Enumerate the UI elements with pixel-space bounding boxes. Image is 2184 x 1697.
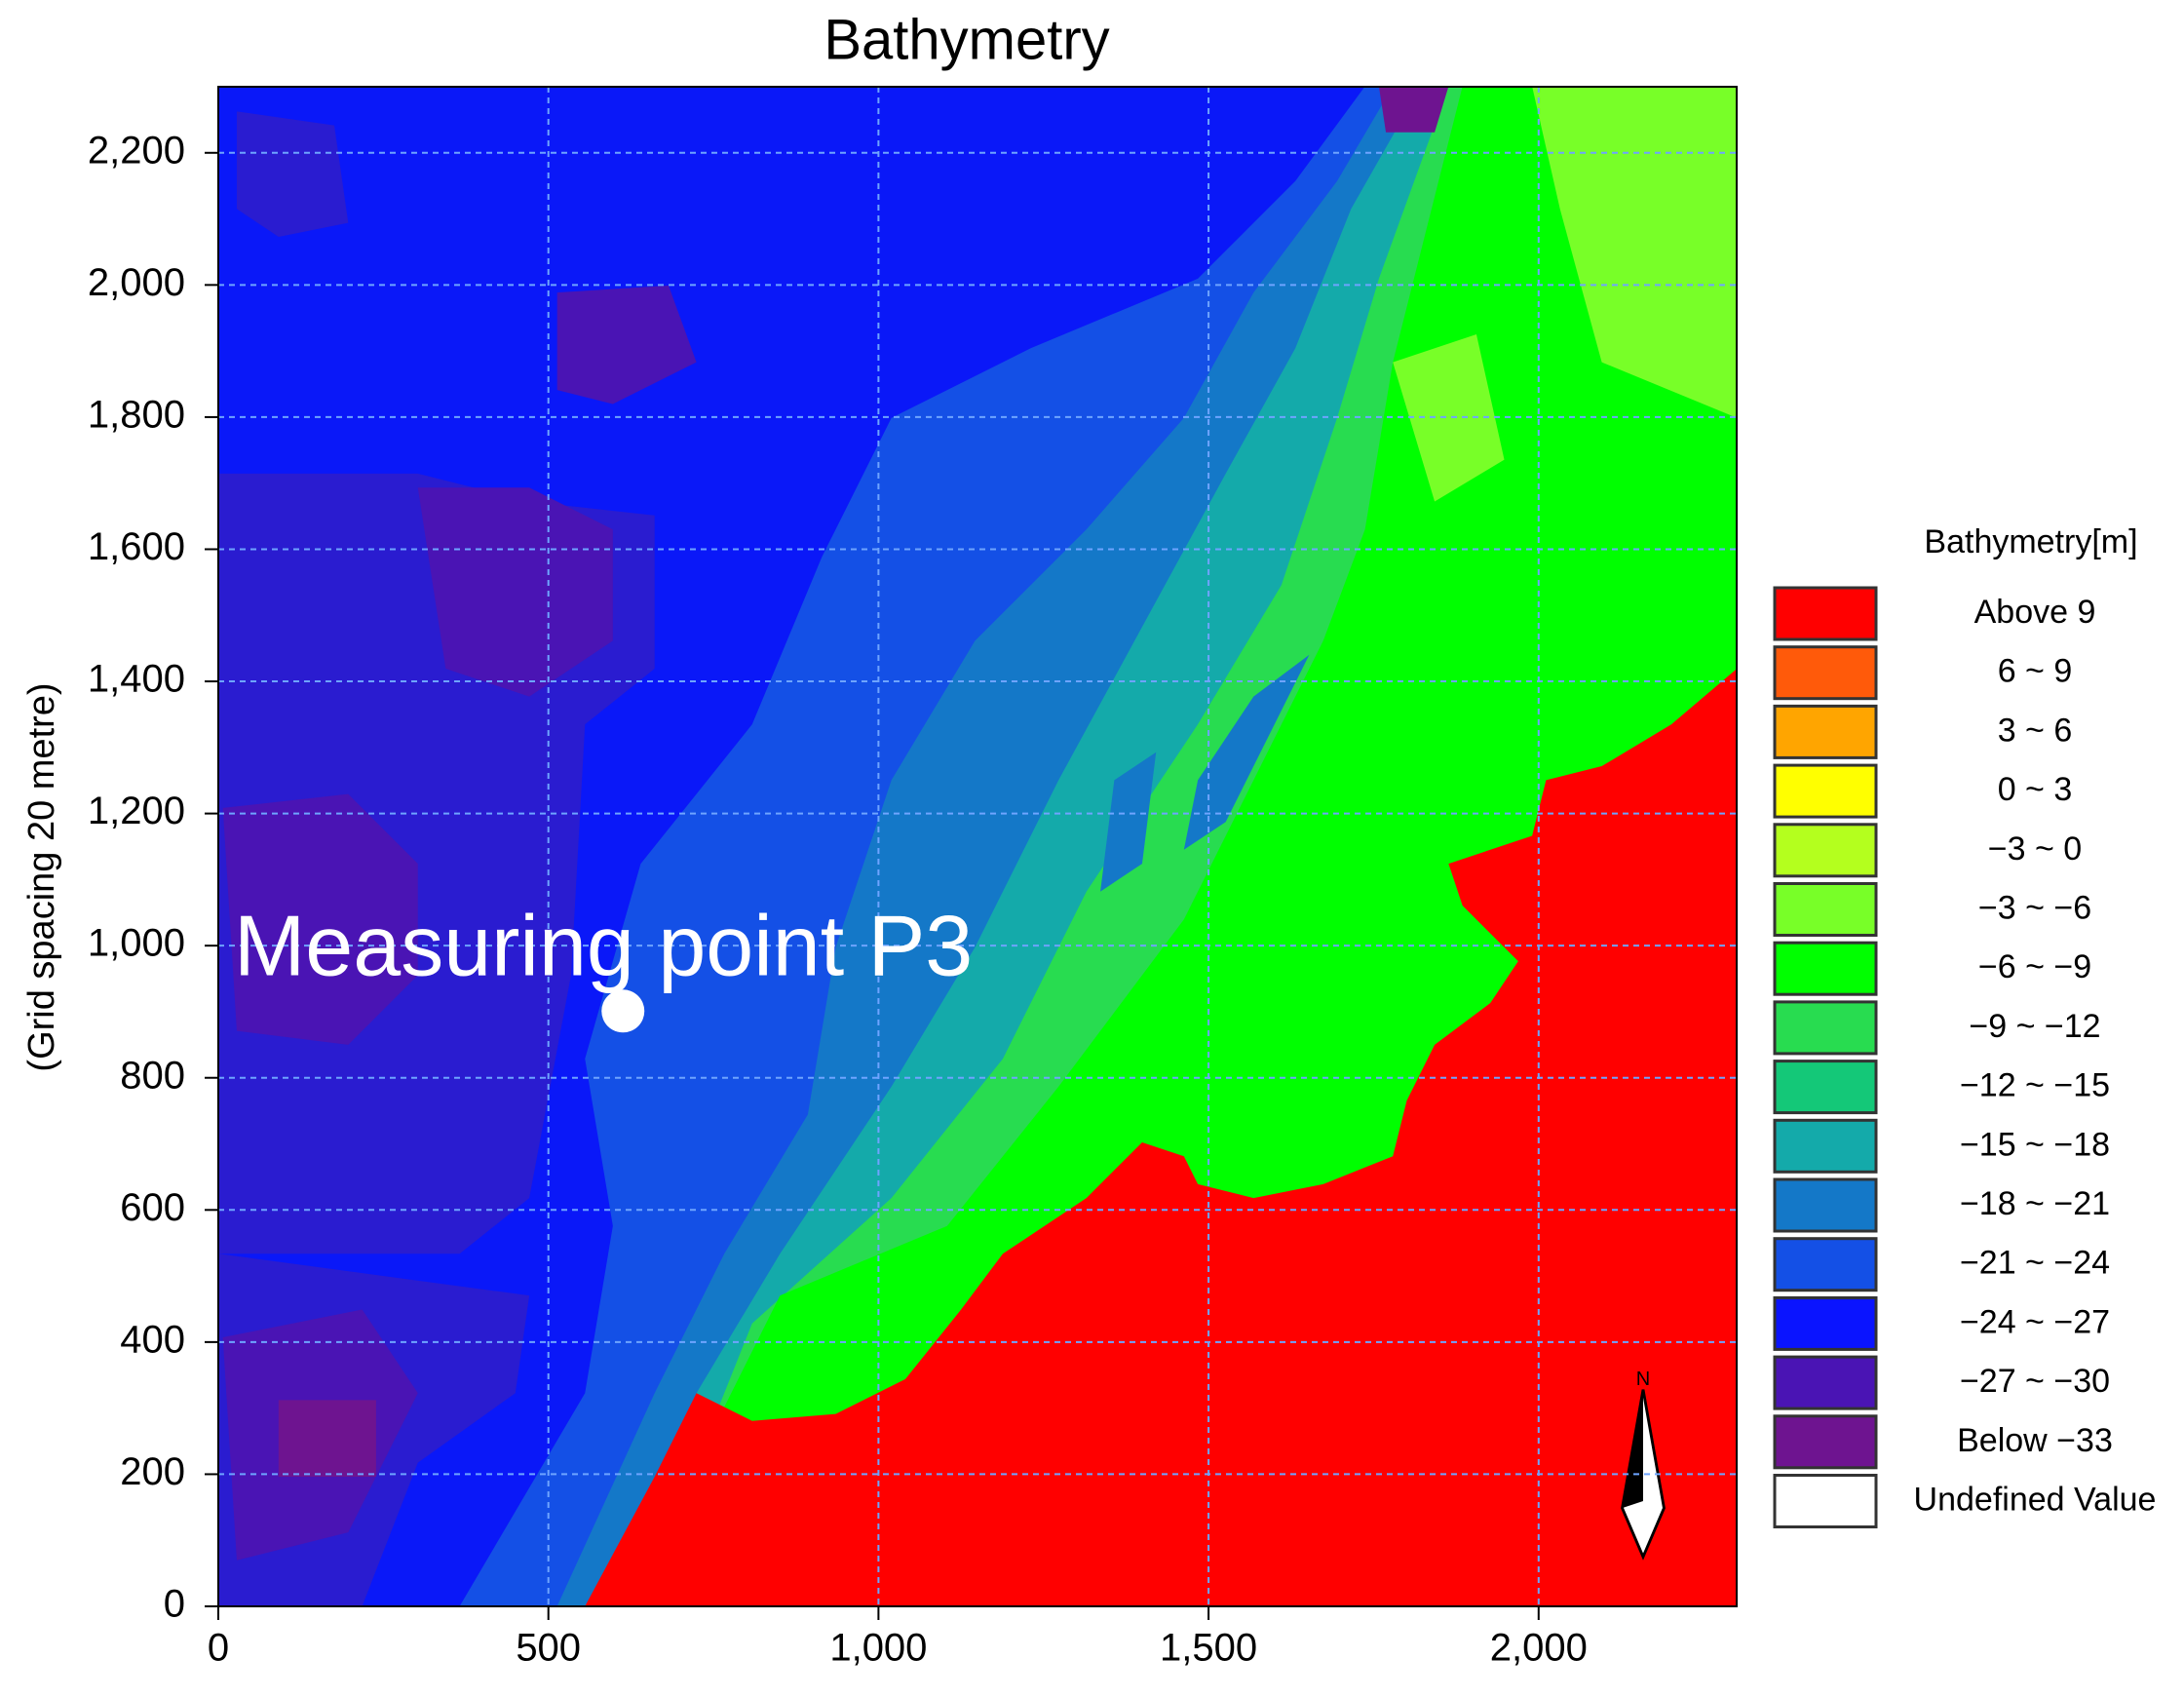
plot-frame bbox=[217, 86, 1738, 1607]
legend-swatch bbox=[1773, 882, 1878, 937]
legend-swatch bbox=[1773, 1060, 1878, 1115]
legend-swatch bbox=[1773, 1118, 1878, 1174]
legend-label: 0 ~ 3 bbox=[1998, 771, 2073, 808]
legend-title: Bathymetry[m] bbox=[1924, 523, 2137, 560]
y-tick-label: 200 bbox=[120, 1450, 185, 1493]
legend-swatch bbox=[1773, 586, 1878, 641]
legend-swatch bbox=[1773, 941, 1878, 996]
y-tick-label: 400 bbox=[120, 1318, 185, 1361]
y-axis-label: (Grid spacing 20 metre) bbox=[21, 682, 62, 1071]
legend-label: 3 ~ 6 bbox=[1998, 712, 2073, 749]
legend-label: −15 ~ −18 bbox=[1960, 1126, 2110, 1163]
y-tick-label: 800 bbox=[120, 1054, 185, 1097]
x-tick-label: 2,000 bbox=[1490, 1627, 1588, 1670]
y-tick-label: 2,200 bbox=[88, 129, 185, 172]
legend-label: 6 ~ 9 bbox=[1998, 653, 2073, 690]
legend-swatch bbox=[1773, 1000, 1878, 1056]
legend-label: −24 ~ −27 bbox=[1960, 1303, 2110, 1340]
legend-label: −3 ~ −6 bbox=[1978, 889, 2091, 926]
bathymetry-map bbox=[218, 86, 1738, 1606]
legend-label: Undefined Value bbox=[1914, 1481, 2157, 1518]
y-tick-label: 2,000 bbox=[88, 261, 185, 304]
north-arrow: N bbox=[1621, 1369, 1666, 1561]
x-tick-label: 1,500 bbox=[1160, 1627, 1257, 1670]
y-tick-label: 600 bbox=[120, 1186, 185, 1229]
y-tick-label: 0 bbox=[164, 1583, 185, 1626]
legend-label: −3 ~ 0 bbox=[1988, 830, 2082, 868]
legend-swatch bbox=[1773, 763, 1878, 819]
legend-label: −9 ~ −12 bbox=[1969, 1008, 2100, 1045]
y-tick-label: 1,600 bbox=[88, 525, 185, 568]
legend-swatch bbox=[1773, 1237, 1878, 1292]
legend-label: −21 ~ −24 bbox=[1960, 1245, 2110, 1282]
legend-swatch bbox=[1773, 704, 1878, 759]
legend-label: −18 ~ −21 bbox=[1960, 1185, 2110, 1222]
y-tick-label: 1,400 bbox=[88, 658, 185, 701]
legend-label: Below −33 bbox=[1957, 1422, 2113, 1459]
measuring-point bbox=[601, 989, 645, 1033]
chart-title: Bathymetry bbox=[824, 8, 1109, 71]
legend-label: −6 ~ −9 bbox=[1978, 948, 2091, 985]
legend-swatch bbox=[1773, 1474, 1878, 1528]
x-tick-label: 1,000 bbox=[829, 1627, 927, 1670]
legend-swatch bbox=[1773, 1295, 1878, 1351]
legend-swatch bbox=[1773, 645, 1878, 701]
legend-swatch bbox=[1773, 1355, 1878, 1410]
north-label: N bbox=[1636, 1369, 1650, 1390]
legend-label: −27 ~ −30 bbox=[1960, 1363, 2110, 1400]
y-tick-label: 1,200 bbox=[88, 790, 185, 832]
y-tick-label: 1,000 bbox=[88, 922, 185, 965]
legend-swatch bbox=[1773, 1414, 1878, 1470]
point-label: Measuring point P3 bbox=[234, 898, 973, 994]
legend-label: −12 ~ −15 bbox=[1960, 1067, 2110, 1104]
legend-label: Above 9 bbox=[1974, 594, 2096, 631]
legend-swatch bbox=[1773, 823, 1878, 878]
x-tick-label: 500 bbox=[516, 1627, 581, 1670]
legend-swatch bbox=[1773, 1177, 1878, 1233]
y-tick-label: 1,800 bbox=[88, 393, 185, 436]
x-tick-label: 0 bbox=[208, 1627, 229, 1670]
